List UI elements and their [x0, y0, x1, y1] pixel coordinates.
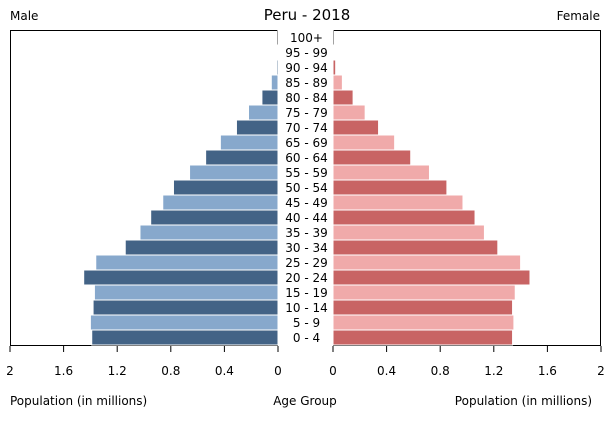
male-axis-tick-label: 0.8 — [161, 364, 180, 378]
age-group-label: 85 - 89 — [285, 76, 328, 90]
age-group-label: 90 - 94 — [285, 61, 328, 75]
age-group-label: 95 - 99 — [285, 46, 328, 60]
female-axis-tick-label: 1.2 — [484, 364, 503, 378]
male-title: Male — [10, 9, 38, 23]
male-axis-tick-label: 1.6 — [54, 364, 73, 378]
age-group-label: 70 - 74 — [285, 121, 328, 135]
male-bar — [139, 224, 279, 241]
female-bar — [332, 314, 515, 331]
female-axis-tick-label: 0.8 — [431, 364, 450, 378]
male-bar — [172, 179, 279, 196]
male-panel — [10, 29, 279, 346]
male-x-axis-label: Population (in millions) — [10, 394, 147, 408]
female-bar — [332, 59, 337, 76]
male-bar — [162, 194, 279, 211]
age-group-label: 30 - 34 — [285, 241, 328, 255]
female-panel — [332, 29, 601, 346]
male-bar — [248, 104, 279, 121]
female-bar — [332, 239, 499, 256]
female-axis-tick-label: 1.6 — [538, 364, 557, 378]
age-group-label: 25 - 29 — [285, 256, 328, 270]
female-bar — [332, 149, 412, 166]
male-bar — [270, 74, 279, 91]
male-x-axis: 0 0.4 0.8 1.2 1.6 2 — [6, 346, 282, 378]
age-group-label: 15 - 19 — [285, 286, 328, 300]
female-bar — [332, 179, 448, 196]
chart-title: Peru - 2018 — [264, 6, 351, 24]
male-bar — [83, 269, 279, 286]
male-axis-tick-label: 0 — [274, 364, 282, 378]
female-title: Female — [557, 9, 600, 23]
female-axis-tick-label: 2 — [597, 364, 605, 378]
male-bar — [89, 314, 279, 331]
age-group-label: 50 - 54 — [285, 181, 328, 195]
female-bar — [332, 104, 366, 121]
age-group-axis-label: Age Group — [273, 394, 337, 408]
male-axis-tick-label: 2 — [6, 364, 14, 378]
age-group-label: 55 - 59 — [285, 166, 328, 180]
male-axis-tick-label: 1.2 — [108, 364, 127, 378]
female-bar — [332, 44, 335, 61]
age-group-label: 40 - 44 — [285, 211, 328, 225]
age-group-label: 80 - 84 — [285, 91, 328, 105]
female-bar — [332, 119, 380, 136]
female-bar — [332, 254, 522, 271]
female-bar — [332, 74, 343, 91]
male-bar — [124, 239, 279, 256]
male-bar — [189, 164, 279, 181]
age-group-label: 0 - 4 — [293, 331, 320, 345]
age-group-label: 5 - 9 — [293, 316, 320, 330]
female-bar — [332, 299, 514, 316]
female-x-axis-label: Population (in millions) — [455, 394, 592, 408]
female-bar — [332, 134, 396, 151]
female-bar — [332, 269, 531, 286]
age-group-label: 100+ — [290, 31, 323, 45]
male-bar — [91, 329, 279, 346]
age-group-label: 65 - 69 — [285, 136, 328, 150]
male-bar — [235, 119, 279, 136]
male-bar — [261, 89, 279, 106]
male-bar — [93, 284, 279, 301]
male-bar — [205, 149, 279, 166]
age-group-label: 60 - 64 — [285, 151, 328, 165]
male-bar — [92, 299, 279, 316]
female-bar — [332, 224, 485, 241]
age-group-label: 45 - 49 — [285, 196, 328, 210]
male-bar — [276, 59, 279, 76]
female-x-axis: 0 0.4 0.8 1.2 1.6 2 — [329, 346, 605, 378]
female-axis-tick-label: 0.4 — [377, 364, 396, 378]
female-bar — [332, 89, 354, 106]
female-axis-tick-label: 0 — [329, 364, 337, 378]
female-bar — [332, 209, 476, 226]
male-axis-tick-label: 0.4 — [215, 364, 234, 378]
age-group-label: 75 - 79 — [285, 106, 328, 120]
male-bar — [95, 254, 279, 271]
male-bar — [150, 209, 279, 226]
female-bar — [332, 194, 464, 211]
female-bar — [332, 164, 430, 181]
age-group-label: 35 - 39 — [285, 226, 328, 240]
male-bar — [219, 134, 279, 151]
male-bar — [276, 44, 279, 61]
female-bar — [332, 329, 514, 346]
female-bar — [332, 284, 516, 301]
age-group-label: 20 - 24 — [285, 271, 328, 285]
age-group-label: 10 - 14 — [285, 301, 328, 315]
